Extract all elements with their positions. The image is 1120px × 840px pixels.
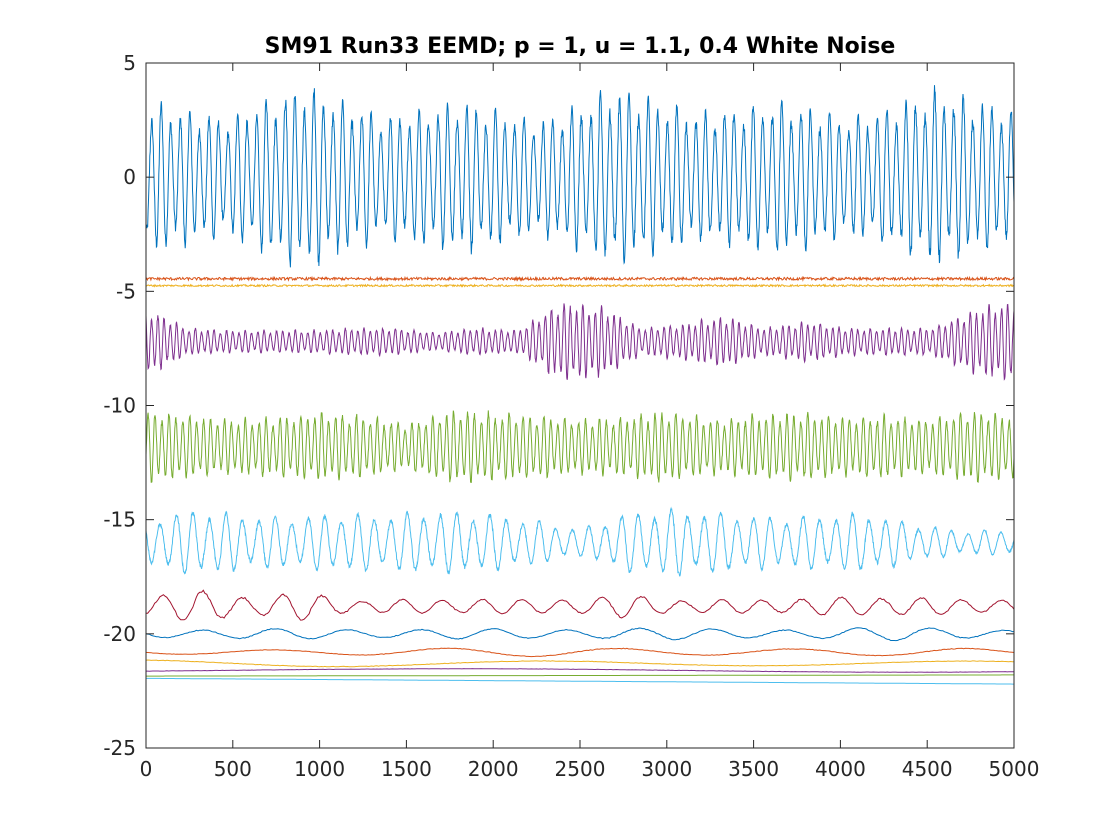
axis-layer: 0 500 1000 1500 2000 2500 3000 3500 4000 4500 5000…	[103, 51, 1039, 781]
series-line-3	[145, 283, 1015, 288]
x-tick-label: 2000	[468, 757, 519, 781]
x-tick-label: 3000	[641, 757, 692, 781]
x-tick-label: 2500	[555, 757, 606, 781]
series-line-1	[145, 85, 1015, 268]
y-tick-label: -5	[116, 279, 136, 303]
series-line-12	[146, 674, 1014, 677]
chart-title: SM91 Run33 EEMD; p = 1, u = 1.1, 0.4 Whi…	[265, 34, 896, 59]
x-tick-label: 4000	[815, 757, 866, 781]
x-tick-label: 500	[214, 757, 252, 781]
x-tick-label: 0	[140, 757, 153, 781]
series-line-11	[146, 668, 1015, 673]
series-line-6	[145, 506, 1015, 577]
series-line-2	[145, 275, 1015, 282]
series-line-13	[146, 677, 1014, 685]
series-line-7	[146, 589, 1015, 621]
y-tick-label: 5	[123, 51, 136, 75]
y-tick-label: -15	[103, 508, 136, 532]
x-tick-label: 1000	[294, 757, 345, 781]
series-line-9	[145, 647, 1015, 658]
y-tick-label: -20	[103, 622, 136, 646]
x-tick-label: 5000	[989, 757, 1040, 781]
series-line-4	[145, 303, 1015, 381]
y-tick-label: -10	[103, 394, 136, 418]
x-tick-label: 4500	[902, 757, 953, 781]
series-line-5	[145, 410, 1015, 484]
y-tick-label: 0	[123, 165, 136, 189]
y-tick-label: -25	[103, 736, 136, 760]
x-tick-label: 1500	[381, 757, 432, 781]
series-layer	[145, 85, 1015, 685]
series-line-10	[145, 659, 1014, 668]
series-line-8	[145, 627, 1014, 642]
x-tick-label: 3500	[728, 757, 779, 781]
